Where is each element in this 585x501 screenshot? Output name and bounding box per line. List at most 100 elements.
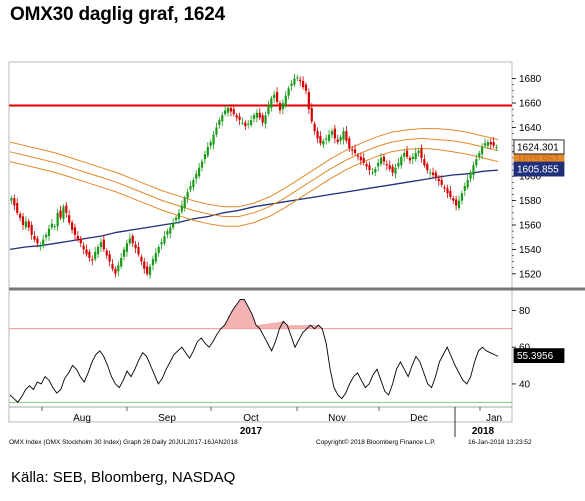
candle-body (440, 179, 443, 185)
candle-body (177, 212, 181, 219)
candle-body (457, 200, 461, 208)
candle-body (460, 193, 464, 201)
candle-body (278, 103, 282, 111)
candle-body (325, 138, 328, 140)
candle-body (463, 185, 466, 191)
candle-body (307, 92, 310, 110)
candle-body (209, 142, 212, 146)
price-tick-label: 1660 (519, 99, 542, 110)
candle-body (125, 243, 129, 252)
candle-body (134, 244, 137, 249)
candle-body (368, 165, 371, 171)
candle-body (437, 178, 440, 182)
candle-body (16, 203, 19, 213)
candle-body (255, 112, 258, 118)
candle-body (353, 149, 357, 154)
candle-body (466, 179, 469, 188)
candle-body (189, 185, 192, 190)
candle-body (322, 140, 325, 145)
candle-body (426, 164, 429, 171)
candle-body (114, 268, 117, 274)
oscillator-label-text: 55.3956 (517, 351, 554, 362)
candle-body (273, 94, 276, 99)
candle-body (151, 259, 155, 266)
oscillator-y-axis: 40 60 80 (512, 306, 531, 390)
candle-body (264, 115, 267, 124)
price-tick-label: 1640 (519, 123, 542, 134)
candle-body (449, 190, 452, 197)
candle-body (330, 131, 334, 135)
candle-body (206, 146, 209, 156)
candle-body (218, 120, 221, 125)
candle-body (481, 146, 484, 155)
candle-body (281, 103, 284, 110)
price-tick-label: 1560 (519, 221, 542, 232)
year-label-2018: 2018 (472, 426, 495, 437)
candle-body (478, 153, 481, 157)
candle-body (301, 81, 305, 88)
x-label-oct: Oct (243, 413, 259, 424)
candle-body (65, 205, 68, 213)
candle-body (198, 167, 201, 177)
candle-body (333, 128, 336, 139)
candle-body (232, 109, 235, 115)
candle-body (224, 110, 227, 115)
candle-body (195, 173, 198, 179)
price-tick-label: 1520 (519, 269, 542, 280)
candle-body (469, 172, 472, 179)
year-label-2017: 2017 (240, 426, 263, 437)
source-caption: Källa: SEB, Bloomberg, NASDAQ (11, 469, 236, 486)
x-label-jan: Jan (486, 413, 502, 424)
candle-body (99, 242, 103, 247)
candle-body (19, 214, 22, 218)
candle-body (157, 246, 160, 254)
candle-body (431, 172, 435, 175)
candle-body (226, 107, 230, 113)
candle-body (24, 221, 27, 228)
candle-body (215, 127, 218, 135)
candle-body (434, 172, 438, 178)
candle-body (186, 192, 189, 199)
overbought-fill (221, 299, 322, 329)
candle-body (27, 221, 30, 228)
candle-body (483, 143, 487, 146)
candle-body (475, 159, 478, 166)
candle-body (79, 238, 82, 244)
candle-body (472, 165, 475, 175)
candle-body (70, 222, 74, 230)
candle-body (143, 261, 146, 269)
series-line-upper-band (9, 128, 499, 208)
candle-body (359, 156, 362, 161)
candle-body (296, 77, 299, 79)
oscillator-label-box (513, 348, 565, 364)
candle-body (39, 245, 42, 247)
candle-body (455, 199, 458, 206)
x-label-nov: Nov (328, 413, 346, 424)
candle-body (82, 245, 85, 250)
candle-body (316, 131, 319, 139)
ma-label-box (513, 161, 565, 177)
candle-body (394, 167, 397, 174)
candle-body (212, 134, 215, 145)
candle-body (299, 79, 302, 82)
candle-body (377, 162, 380, 167)
candle-body (229, 107, 232, 112)
candle-body (163, 235, 166, 244)
candle-body (174, 217, 178, 221)
chart-title: OMX30 daglig graf, 1624 (10, 4, 226, 25)
x-label-dec: Dec (410, 413, 428, 424)
x-label-aug: Aug (73, 413, 91, 424)
oscillator-panel (9, 298, 512, 403)
candle-body (446, 188, 449, 194)
osc-tick-label: 40 (519, 379, 531, 390)
candle-body (108, 254, 111, 262)
candle-body (336, 139, 339, 143)
candle-body (339, 137, 342, 141)
series-line-lower-band (9, 147, 499, 227)
candle-body (443, 187, 446, 189)
candle-body (371, 172, 374, 174)
candle-body (244, 122, 247, 127)
osc-tick-label: 80 (519, 306, 531, 317)
candle-body (154, 253, 157, 262)
